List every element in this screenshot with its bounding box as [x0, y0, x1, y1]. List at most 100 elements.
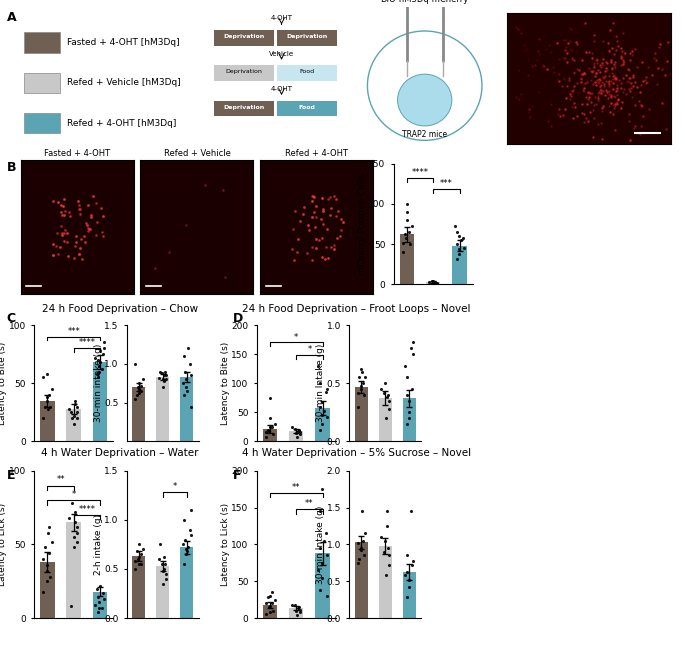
- Point: [321, 387, 332, 397]
- Point: [354, 372, 365, 383]
- Point: [380, 536, 391, 546]
- Text: DIO-hM3Dq-mCherry: DIO-hM3Dq-mCherry: [381, 0, 469, 4]
- Text: **: **: [56, 475, 65, 485]
- FancyBboxPatch shape: [277, 65, 337, 81]
- Point: [179, 351, 190, 361]
- Point: [376, 532, 387, 542]
- Point: [260, 598, 271, 608]
- Point: [316, 558, 327, 568]
- Point: [383, 550, 394, 560]
- Point: [354, 554, 365, 564]
- Y-axis label: 30-min Intake (g): 30-min Intake (g): [316, 344, 325, 422]
- Point: [360, 372, 371, 383]
- Point: [185, 402, 196, 412]
- Bar: [315, 553, 329, 618]
- Point: [180, 374, 191, 385]
- Point: [356, 543, 366, 553]
- Point: [69, 419, 80, 429]
- Point: [260, 432, 271, 442]
- Point: [129, 394, 140, 404]
- Bar: [156, 377, 169, 441]
- Point: [407, 384, 418, 394]
- Point: [356, 381, 367, 391]
- Bar: [403, 572, 416, 618]
- Point: [314, 585, 325, 595]
- Point: [264, 607, 275, 617]
- Point: [42, 392, 53, 402]
- Point: [38, 586, 49, 596]
- Point: [181, 549, 192, 560]
- Point: [98, 349, 109, 360]
- Point: [179, 515, 190, 525]
- Point: [40, 402, 51, 412]
- FancyBboxPatch shape: [214, 101, 274, 116]
- Y-axis label: Latency to Lick (s): Latency to Lick (s): [0, 503, 8, 586]
- Point: [41, 560, 52, 570]
- Text: *: *: [71, 490, 76, 499]
- Text: Deprivation: Deprivation: [223, 34, 264, 39]
- Bar: [315, 408, 329, 441]
- Point: [133, 382, 144, 392]
- Point: [135, 549, 146, 560]
- Point: [67, 413, 78, 423]
- Point: [99, 337, 110, 348]
- Text: Refed + 4-OHT [hM3Dq]: Refed + 4-OHT [hM3Dq]: [66, 118, 176, 128]
- Point: [295, 605, 306, 615]
- Point: [458, 243, 469, 253]
- Point: [44, 548, 55, 559]
- Point: [45, 572, 55, 582]
- Bar: [403, 398, 416, 441]
- Text: Food: Food: [299, 69, 314, 75]
- Point: [358, 536, 369, 546]
- Point: [316, 410, 327, 421]
- Point: [98, 588, 109, 598]
- Point: [90, 353, 101, 363]
- Bar: [92, 362, 107, 441]
- Point: [40, 542, 51, 553]
- Point: [319, 536, 329, 546]
- Point: [177, 539, 188, 549]
- Point: [432, 278, 443, 288]
- Point: [429, 277, 440, 287]
- Point: [401, 567, 412, 577]
- Point: [314, 506, 325, 517]
- Point: [321, 384, 332, 394]
- Point: [68, 532, 79, 542]
- Point: [295, 427, 306, 438]
- Point: [160, 370, 171, 381]
- Point: [404, 239, 415, 249]
- Point: [379, 547, 390, 557]
- Point: [264, 602, 275, 612]
- Point: [352, 402, 363, 412]
- Point: [315, 543, 326, 553]
- Point: [264, 426, 275, 436]
- Point: [92, 593, 103, 603]
- Point: [185, 505, 196, 515]
- Point: [358, 390, 369, 400]
- Bar: [379, 546, 392, 618]
- Point: [155, 366, 166, 377]
- Point: [295, 429, 306, 439]
- Point: [407, 560, 418, 570]
- Point: [72, 527, 83, 538]
- Point: [159, 564, 170, 574]
- Point: [70, 396, 81, 406]
- Bar: [426, 282, 440, 284]
- Text: *: *: [173, 482, 177, 491]
- Point: [295, 607, 306, 617]
- FancyBboxPatch shape: [277, 101, 337, 116]
- Point: [129, 564, 140, 574]
- Point: [132, 390, 142, 400]
- Text: Fasted + 4-OHT [hM3Dq]: Fasted + 4-OHT [hM3Dq]: [66, 38, 179, 47]
- Y-axis label: Latency to Bite (s): Latency to Bite (s): [0, 341, 8, 425]
- Point: [321, 528, 332, 539]
- Point: [94, 596, 105, 607]
- Bar: [66, 523, 81, 618]
- Point: [183, 343, 194, 354]
- Point: [264, 422, 275, 432]
- Point: [133, 388, 144, 398]
- Point: [321, 591, 332, 601]
- Text: Food: Food: [299, 105, 316, 110]
- Circle shape: [397, 74, 452, 126]
- Point: [94, 366, 105, 377]
